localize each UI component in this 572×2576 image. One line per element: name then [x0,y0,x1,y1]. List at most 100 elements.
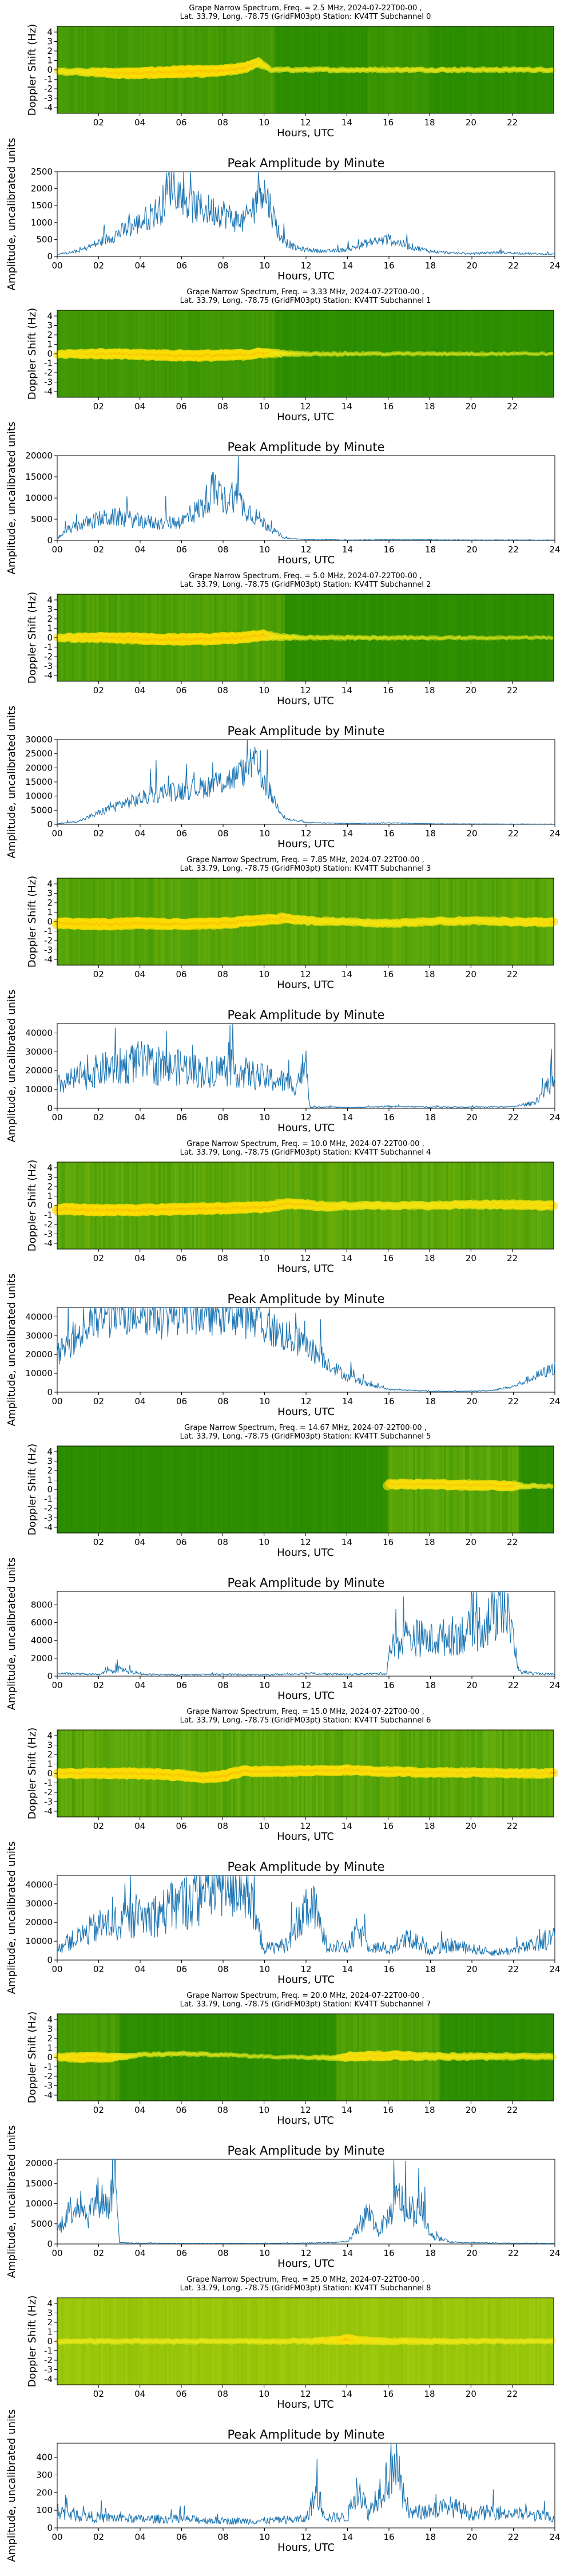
doppler-trace [367,352,371,354]
amplitude-x-tick-label: 20 [466,1680,477,1690]
spectrogram-column [468,26,471,113]
amplitude-x-tick-label: 06 [176,1680,187,1690]
spectrogram-column [415,310,418,397]
spectrogram-y-tick-label: 0 [47,1768,53,1779]
spectrogram-x-tick-label: 06 [176,969,186,979]
doppler-trace [287,636,292,639]
spectrogram-column [375,594,378,681]
channel-4: Grape Narrow Spectrum, Freq. = 10.0 MHz,… [6,1140,561,1426]
doppler-trace-glow [355,635,363,640]
spectrogram-x-tick-label: 20 [466,1537,476,1547]
spectrogram-column [551,26,554,113]
doppler-trace [406,68,411,72]
amplitude-title: Peak Amplitude by Minute [228,156,385,170]
spectrogram-column [307,310,310,397]
spectrogram-column [257,26,260,113]
spectrogram-column [411,310,414,397]
doppler-trace [387,353,391,355]
amplitude-y-tick-label: 500 [36,234,53,244]
doppler-trace [347,636,351,639]
spectrogram-column [156,1446,159,1533]
spectrogram-column [344,594,347,681]
amplitude-x-tick-label: 18 [425,1112,436,1123]
doppler-trace-glow [305,351,313,357]
amplitude-x-label: Hours, UTC [277,1406,335,1418]
amplitude-y-label: Amplitude, uncalibrated units [6,1842,18,1994]
doppler-trace [468,68,472,71]
spectrogram-y-tick-label: -2 [44,1219,53,1230]
doppler-trace-glow [457,351,464,356]
doppler-trace [297,68,301,71]
amplitude-x-tick-label: 02 [93,260,104,271]
amplitude-x-tick-label: 08 [217,1680,228,1690]
amplitude-x-tick-label: 20 [466,1396,477,1406]
amplitude-y-tick-label: 15000 [25,777,53,787]
spectrogram-x-tick-label: 14 [341,1821,352,1831]
spectrogram-column [344,26,347,113]
spectrogram-column [448,594,451,681]
spectrogram-column [158,2014,161,2101]
spectrogram-column [231,1446,233,1533]
spectrogram-column [400,594,403,681]
spectrogram-column [320,26,323,113]
doppler-trace [550,1485,555,1487]
doppler-trace-glow [415,635,422,641]
spectrogram-column [165,1446,168,1533]
doppler-trace-glow [407,635,415,641]
doppler-trace [389,69,394,72]
spectrogram-column [442,26,444,113]
doppler-trace [548,69,552,72]
spectrogram-column [531,310,534,397]
spectrogram-y-tick-label: 0 [47,1484,53,1495]
amplitude-y-label: Amplitude, uncalibrated units [6,706,18,859]
spectrogram-y-tick-label: 3 [47,605,53,615]
amplitude-y-tick-label: 10000 [25,493,53,503]
doppler-trace [436,69,440,72]
spectrogram-column [537,26,540,113]
amplitude-x-tick-label: 20 [466,1112,477,1123]
doppler-trace-glow [402,66,410,73]
doppler-trace-glow [325,66,333,74]
amplitude-y-tick-label: 10000 [25,1084,53,1095]
doppler-trace-glow [418,634,424,640]
doppler-trace-glow [496,68,505,74]
spectrogram-column [378,1446,380,1533]
spectrogram-column [537,1446,540,1533]
doppler-trace [304,637,309,639]
doppler-trace-glow [447,351,454,355]
spectrogram-y-label: Doppler Shift (Hz) [26,308,38,400]
amplitude-x-tick-label: 08 [217,260,228,271]
spectrogram-column [394,26,397,113]
doppler-trace-glow [422,67,430,73]
doppler-trace [379,353,383,355]
spectrogram-column [353,26,356,113]
amplitude-y-tick-label: 2000 [31,184,53,194]
spectrogram-y-tick-label: 3 [47,1172,53,1183]
doppler-trace-glow [333,352,340,357]
doppler-trace-glow [499,351,506,357]
amplitude-y-tick-label: 2000 [31,1653,53,1664]
doppler-trace-glow [467,66,475,73]
doppler-trace-glow [444,66,452,74]
amplitude-x-tick-label: 24 [549,1396,560,1406]
spectrogram-x-tick-label: 20 [466,117,476,128]
spectrogram-x-tick-label: 20 [466,1253,476,1263]
spectrogram-column [380,310,383,397]
spectrogram-column [487,26,490,113]
amplitude-x-tick-label: 12 [300,828,311,839]
spectrogram-x-tick-label: 16 [383,1253,394,1263]
spectrogram-column [502,310,505,397]
spectrogram-column [375,310,378,397]
doppler-trace [503,352,507,355]
spectrogram-column [270,26,273,113]
doppler-trace [302,68,307,70]
amplitude-y-tick-label: 5000 [31,514,53,524]
spectrogram-column [84,1446,87,1533]
doppler-trace-glow [467,351,474,357]
doppler-trace [295,352,299,355]
doppler-trace-glow [340,635,348,641]
spectrogram-y-tick-label: -3 [44,93,53,104]
doppler-trace-glow [491,66,499,73]
doppler-trace-glow [340,67,348,73]
spectrogram-y-tick-label: 4 [47,311,53,321]
